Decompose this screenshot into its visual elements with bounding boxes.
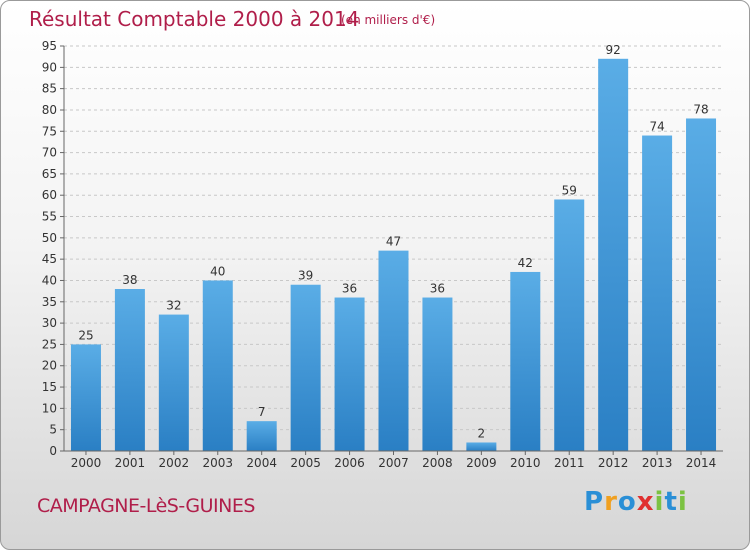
bar xyxy=(510,271,541,451)
bar-value-label: 78 xyxy=(693,102,708,116)
y-tick-label: 30 xyxy=(42,316,57,330)
y-tick-label: 45 xyxy=(42,252,57,266)
y-tick-label: 0 xyxy=(49,444,57,458)
y-tick-label: 80 xyxy=(42,103,57,117)
x-tick-label: 2007 xyxy=(378,456,409,470)
x-tick-label: 2012 xyxy=(598,456,629,470)
bar xyxy=(70,344,101,451)
bar-value-label: 47 xyxy=(386,235,401,249)
bar-value-label: 7 xyxy=(258,405,266,419)
bar-value-label: 39 xyxy=(298,269,313,283)
x-tick-label: 2003 xyxy=(202,456,233,470)
bar-value-label: 42 xyxy=(518,256,533,270)
logo-letter: t xyxy=(664,487,678,517)
logo-letter: r xyxy=(604,487,618,517)
bar-value-label: 36 xyxy=(430,282,445,296)
x-tick-label: 2001 xyxy=(115,456,146,470)
y-tick-label: 10 xyxy=(42,401,57,415)
bar xyxy=(466,442,497,451)
logo-letter: o xyxy=(617,487,637,517)
logo-letter: i xyxy=(654,487,665,517)
y-tick-label: 20 xyxy=(42,359,57,373)
commune-label: CAMPAGNE-LèS-GUINES xyxy=(37,495,255,517)
logo-letter: P xyxy=(584,487,605,517)
y-tick-label: 35 xyxy=(42,295,57,309)
bar xyxy=(554,199,585,451)
x-tick-label: 2006 xyxy=(334,456,365,470)
chart-subtitle: (en milliers d'€) xyxy=(341,13,436,27)
bar xyxy=(290,284,321,451)
bar xyxy=(422,297,453,451)
x-tick-label: 2000 xyxy=(71,456,102,470)
axis-layer: 0 5 10 15 20 25 30 35 40 45 50 55 60 65 70 75 80 85 90 95 20… xyxy=(42,39,723,470)
bar xyxy=(642,135,673,452)
bar xyxy=(334,297,365,451)
x-tick-label: 2009 xyxy=(466,456,497,470)
x-tick-label: 2011 xyxy=(554,456,585,470)
x-tick-label: 2014 xyxy=(686,456,717,470)
bar-value-label: 92 xyxy=(606,43,621,57)
bar xyxy=(598,58,629,451)
bar-value-label: 40 xyxy=(210,264,225,278)
y-tick-label: 15 xyxy=(42,380,57,394)
y-tick-label: 60 xyxy=(42,188,57,202)
bar xyxy=(202,280,233,451)
bar-value-label: 25 xyxy=(78,328,93,342)
y-tick-label: 95 xyxy=(42,39,57,53)
x-tick-label: 2005 xyxy=(290,456,321,470)
y-tick-label: 5 xyxy=(49,423,57,437)
y-tick-label: 85 xyxy=(42,82,57,96)
bar-value-label: 32 xyxy=(166,299,181,313)
x-tick-label: 2010 xyxy=(510,456,541,470)
y-tick-label: 55 xyxy=(42,210,57,224)
y-tick-label: 75 xyxy=(42,124,57,138)
x-tick-label: 2002 xyxy=(159,456,190,470)
bar-value-label: 2 xyxy=(478,426,486,440)
bar xyxy=(246,421,277,451)
bar xyxy=(158,314,189,451)
bar xyxy=(686,118,717,451)
bar xyxy=(378,250,409,451)
bar-value-label: 38 xyxy=(122,273,137,287)
x-tick-label: 2008 xyxy=(422,456,453,470)
y-tick-label: 70 xyxy=(42,146,57,160)
bar-value-label: 59 xyxy=(562,183,577,197)
y-tick-label: 50 xyxy=(42,231,57,245)
chart-title: Résultat Comptable 2000 à 2014 xyxy=(29,7,360,31)
bar xyxy=(114,289,145,451)
x-tick-label: 2004 xyxy=(246,456,277,470)
y-tick-label: 65 xyxy=(42,167,57,181)
bar-layer: 25 38 32 40 7 39 36 47 36 2 42 59 92 74 78 xyxy=(70,43,717,452)
x-tick-label: 2013 xyxy=(642,456,673,470)
bar-value-label: 36 xyxy=(342,282,357,296)
proxiti-logo: Proxiti xyxy=(584,487,688,517)
y-tick-label: 25 xyxy=(42,337,57,351)
y-tick-label: 40 xyxy=(42,273,57,287)
y-tick-label: 90 xyxy=(42,60,57,74)
logo-letter: x xyxy=(636,487,655,517)
logo-letter: i xyxy=(677,487,688,517)
bar-value-label: 74 xyxy=(649,120,664,134)
